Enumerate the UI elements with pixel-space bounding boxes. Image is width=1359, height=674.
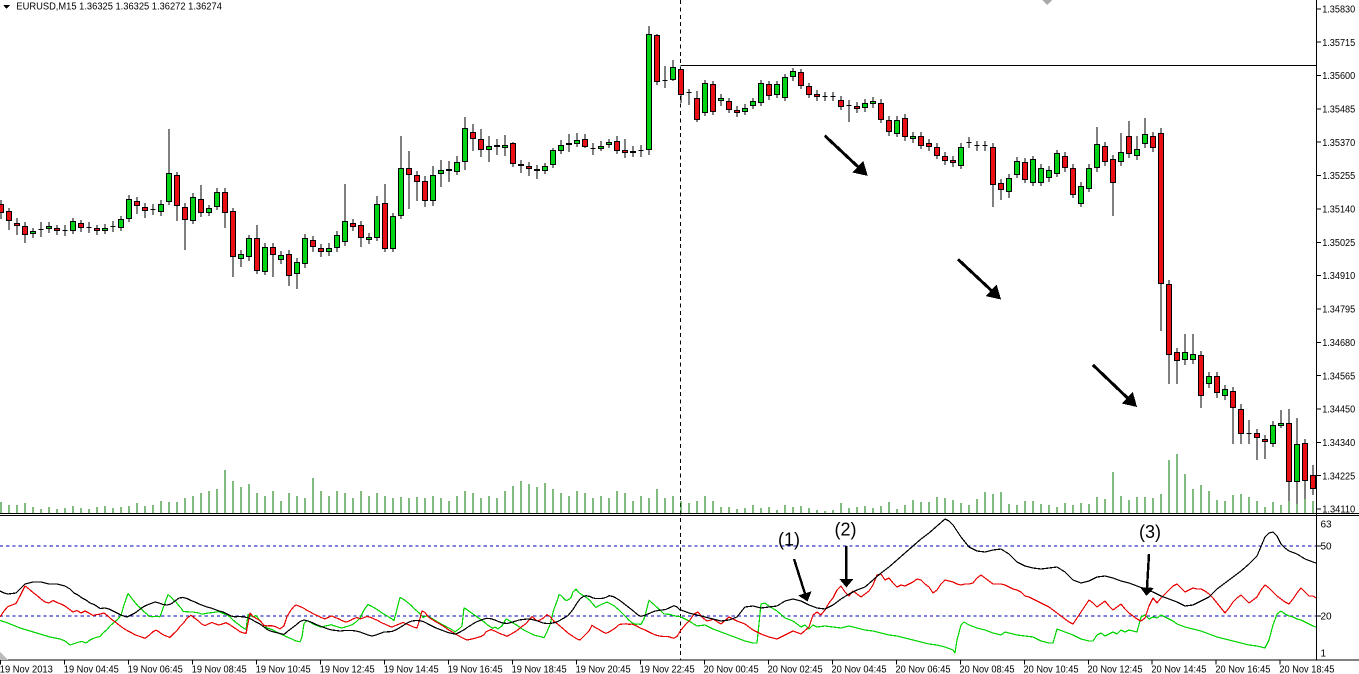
- svg-text:1.34340: 1.34340: [1322, 438, 1355, 449]
- svg-text:1.35485: 1.35485: [1322, 105, 1355, 116]
- svg-text:1.34795: 1.34795: [1322, 305, 1355, 316]
- svg-text:63: 63: [1321, 520, 1333, 531]
- svg-text:19 Nov 22:45: 19 Nov 22:45: [640, 665, 695, 674]
- svg-text:20 Nov 04:45: 20 Nov 04:45: [832, 665, 887, 674]
- svg-text:EURUSD,M15 1.36325 1.36325 1.: EURUSD,M15 1.36325 1.36325 1.36272 1.362…: [16, 2, 222, 13]
- svg-text:1.35025: 1.35025: [1322, 238, 1355, 249]
- svg-text:1.35140: 1.35140: [1322, 205, 1355, 216]
- svg-text:20 Nov 00:45: 20 Nov 00:45: [704, 665, 759, 674]
- svg-text:19 Nov 10:45: 19 Nov 10:45: [256, 665, 311, 674]
- svg-text:20 Nov 06:45: 20 Nov 06:45: [896, 665, 951, 674]
- svg-text:1: 1: [1321, 649, 1327, 660]
- svg-text:1.34565: 1.34565: [1322, 371, 1355, 382]
- svg-text:19 Nov 08:45: 19 Nov 08:45: [192, 665, 247, 674]
- svg-text:20: 20: [1321, 612, 1333, 623]
- svg-text:1.35370: 1.35370: [1322, 138, 1355, 149]
- svg-text:19 Nov 04:45: 19 Nov 04:45: [64, 665, 119, 674]
- svg-text:1.35255: 1.35255: [1322, 171, 1355, 182]
- svg-text:20 Nov 10:45: 20 Nov 10:45: [1024, 665, 1079, 674]
- svg-text:19 Nov 06:45: 19 Nov 06:45: [128, 665, 183, 674]
- svg-text:1.35715: 1.35715: [1322, 38, 1355, 49]
- svg-text:(3): (3): [1139, 522, 1161, 542]
- svg-text:20 Nov 18:45: 20 Nov 18:45: [1279, 665, 1334, 674]
- svg-text:50: 50: [1321, 542, 1333, 553]
- svg-text:20 Nov 02:45: 20 Nov 02:45: [768, 665, 823, 674]
- svg-text:1.34225: 1.34225: [1322, 471, 1355, 482]
- svg-text:(2): (2): [835, 520, 857, 540]
- svg-text:20 Nov 16:45: 20 Nov 16:45: [1215, 665, 1270, 674]
- svg-text:20 Nov 12:45: 20 Nov 12:45: [1088, 665, 1143, 674]
- svg-text:19 Nov 18:45: 19 Nov 18:45: [512, 665, 567, 674]
- svg-text:1.34910: 1.34910: [1322, 271, 1355, 282]
- svg-text:(1): (1): [778, 530, 800, 550]
- svg-text:19 Nov 20:45: 19 Nov 20:45: [576, 665, 631, 674]
- svg-text:1.35600: 1.35600: [1322, 71, 1355, 82]
- svg-text:20 Nov 14:45: 20 Nov 14:45: [1151, 665, 1206, 674]
- svg-text:19 Nov 12:45: 19 Nov 12:45: [320, 665, 375, 674]
- svg-text:1.35830: 1.35830: [1322, 4, 1355, 15]
- svg-text:1.34110: 1.34110: [1322, 505, 1355, 516]
- svg-text:1.34680: 1.34680: [1322, 338, 1355, 349]
- svg-text:19 Nov 2013: 19 Nov 2013: [0, 665, 53, 674]
- svg-text:1.34450: 1.34450: [1322, 405, 1355, 416]
- svg-text:19 Nov 16:45: 19 Nov 16:45: [448, 665, 503, 674]
- svg-text:19 Nov 14:45: 19 Nov 14:45: [384, 665, 439, 674]
- svg-text:20 Nov 08:45: 20 Nov 08:45: [960, 665, 1015, 674]
